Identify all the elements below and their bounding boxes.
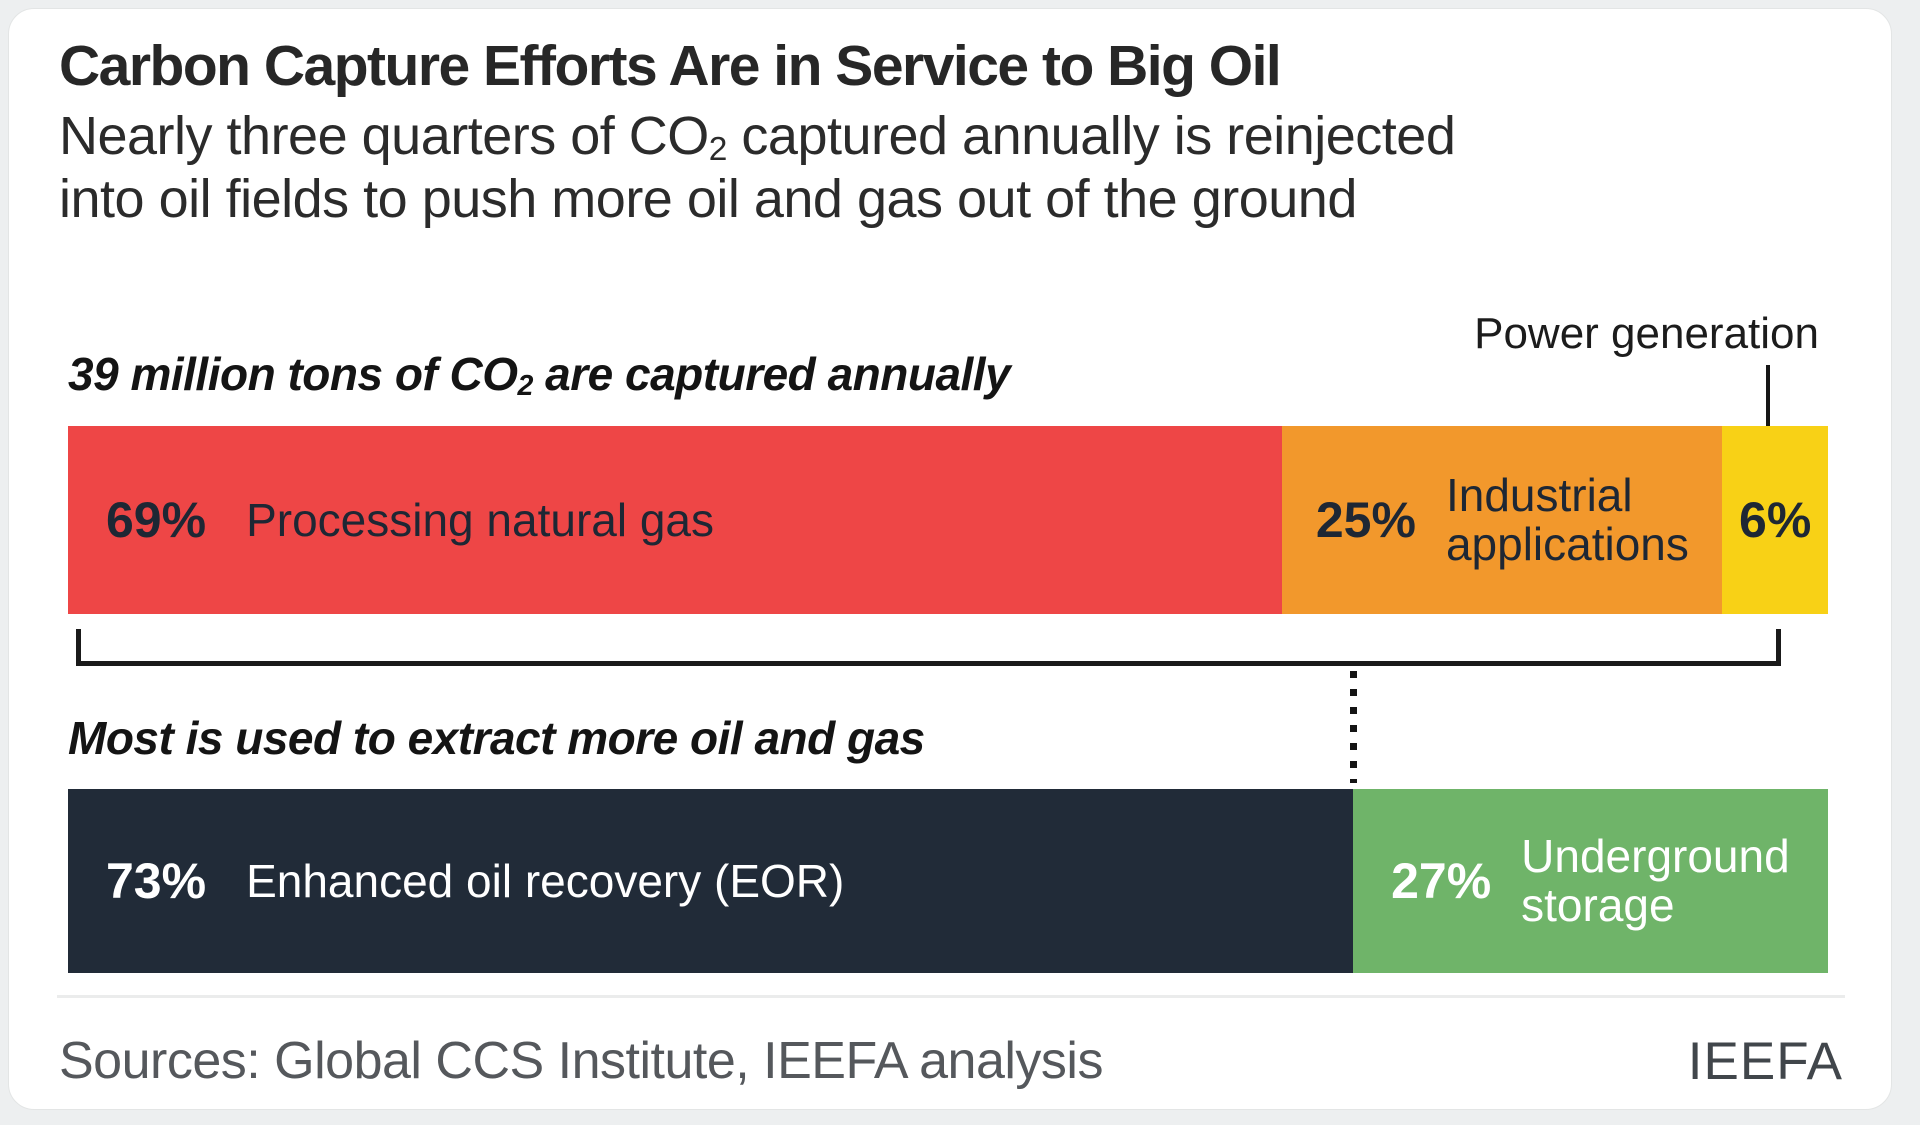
bar-co2-usage: 73% Enhanced oil recovery (EOR) 27% Unde… bbox=[68, 789, 1828, 973]
segment-processing-natural-gas: 69% Processing natural gas bbox=[68, 426, 1283, 614]
bar2-title: Most is used to extract more oil and gas bbox=[68, 712, 925, 764]
subtitle: Nearly three quarters of CO2 captured an… bbox=[59, 105, 1839, 231]
segment-label: Processing natural gas bbox=[246, 493, 715, 546]
co2-subscript: 2 bbox=[517, 370, 534, 403]
segment-industrial-applications: 25% Industrial applications bbox=[1282, 426, 1723, 614]
segment-percent: 27% bbox=[1391, 853, 1492, 909]
segment-enhanced-oil-recovery: 73% Enhanced oil recovery (EOR) bbox=[68, 789, 1353, 973]
sources-text: Sources: Global CCS Institute, IEEFA ana… bbox=[59, 1032, 1103, 1090]
footer-divider bbox=[57, 995, 1845, 998]
power-generation-callout-label: Power generation bbox=[1474, 309, 1819, 358]
bar1-title: 39 million tons of CO2 are captured annu… bbox=[68, 348, 1011, 403]
bar-captured-co2: 69% Processing natural gas 25% Industria… bbox=[68, 426, 1828, 614]
segment-label: Underground storage bbox=[1521, 830, 1790, 931]
subtitle-line-1: Nearly three quarters of CO2 captured an… bbox=[59, 106, 1456, 169]
co2-subscript: 2 bbox=[708, 131, 728, 169]
segment-label: Industrial applications bbox=[1445, 469, 1689, 570]
bracket-connector bbox=[76, 629, 1781, 666]
infographic-card: Carbon Capture Efforts Are in Service to… bbox=[8, 8, 1892, 1110]
dotted-connector-line bbox=[1350, 671, 1357, 783]
brand-logo-ieefa: IEEFA bbox=[1687, 1032, 1843, 1091]
segment-percent: 73% bbox=[106, 853, 207, 909]
segment-underground-storage: 27% Underground storage bbox=[1352, 789, 1828, 973]
segment-label: Enhanced oil recovery (EOR) bbox=[246, 854, 845, 907]
subtitle-line-2: into oil fields to push more oil and gas… bbox=[59, 169, 1357, 230]
segment-percent: 6% bbox=[1739, 492, 1812, 548]
segment-percent: 69% bbox=[106, 492, 207, 548]
segment-power-generation: 6% bbox=[1722, 426, 1828, 614]
callout-pointer-line bbox=[1766, 365, 1770, 426]
segment-percent: 25% bbox=[1315, 492, 1416, 548]
page-title: Carbon Capture Efforts Are in Service to… bbox=[59, 34, 1282, 98]
